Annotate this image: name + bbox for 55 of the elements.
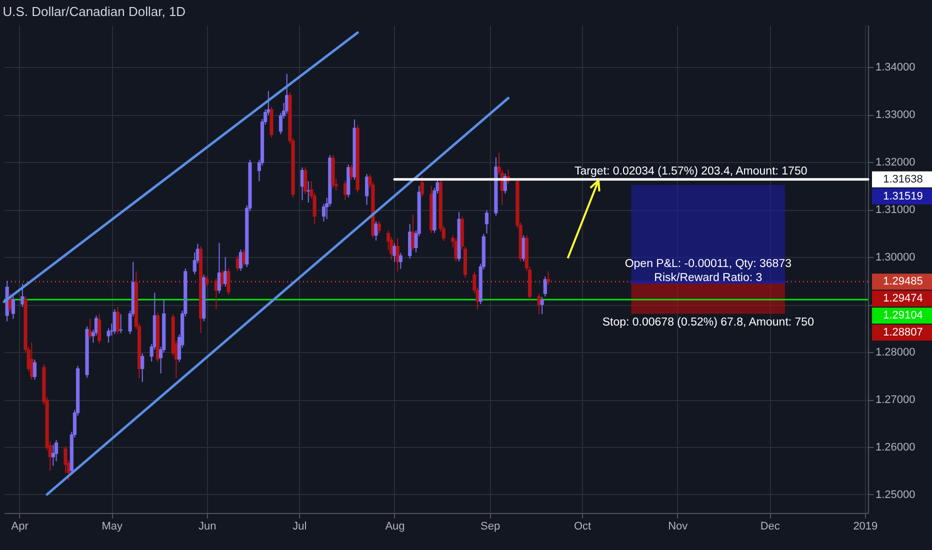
- annotation: Risk/Reward Ratio: 3: [654, 272, 762, 284]
- candlestick: [543, 276, 547, 298]
- x-tick-label: Nov: [668, 520, 688, 532]
- chart-title: U.S. Dollar/Canadian Dollar, 1D: [2, 4, 186, 19]
- y-tick-label: 1.31000: [876, 204, 916, 216]
- candlestick: [420, 176, 424, 198]
- candlestick: [304, 166, 308, 194]
- annotation: Open P&L: -0.00011, Qty: 36873: [624, 258, 792, 270]
- annotation: Target: 0.02034 (1.57%) 203.4, Amount: 1750: [574, 165, 808, 178]
- candlestick: [540, 296, 544, 315]
- candlestick: [32, 359, 37, 380]
- candlestick: [119, 314, 123, 334]
- text: 1.31519: [883, 190, 923, 202]
- candlestick: [51, 444, 55, 467]
- y-tick-label: 1.34000: [876, 62, 916, 74]
- candlestick: [88, 318, 92, 340]
- candlestick: [205, 276, 209, 288]
- y-tick-label: 1.25000: [876, 488, 916, 501]
- y-tick-label: 1.32000: [876, 156, 916, 169]
- candlestick: [226, 268, 230, 296]
- y-tick-label: 1.28000: [876, 346, 916, 359]
- text: 1.31638: [883, 173, 923, 186]
- candlestick: [106, 328, 110, 344]
- x-tick-label: 2019: [853, 520, 878, 532]
- ref-line-label: 1.29104: [883, 310, 923, 322]
- candlestick: [396, 238, 400, 272]
- candlestick: [11, 296, 16, 320]
- candlestick: [116, 306, 120, 335]
- y-tick-label: 1.30000: [876, 252, 916, 264]
- candlestick: [546, 270, 550, 286]
- candlestick: [377, 220, 381, 234]
- candlestick: [484, 210, 489, 234]
- candlestick: [537, 293, 541, 315]
- x-tick-label: Apr: [11, 520, 29, 532]
- text: 1.28807: [883, 326, 923, 339]
- candlestick: [20, 283, 24, 308]
- x-tick-label: Sep: [480, 520, 500, 532]
- y-tick-label: 1.26000: [876, 442, 916, 454]
- ref-line-label: 1.29485: [883, 276, 923, 288]
- y-tick-label: 1.27000: [876, 394, 916, 406]
- candlestick: [98, 314, 102, 344]
- candlestick: [374, 220, 378, 242]
- candlestick: [140, 353, 144, 382]
- x-tick-label: Dec: [760, 520, 780, 532]
- annotation: Stop: 0.00678 (0.52%) 67.8, Amount: 750: [602, 316, 814, 329]
- candlestick: [398, 252, 402, 270]
- x-tick-label: May: [102, 520, 124, 532]
- candlestick: [54, 439, 58, 462]
- x-tick-label: Oct: [574, 520, 592, 532]
- x-tick-label: Jul: [292, 520, 307, 532]
- y-tick-label: 1.33000: [876, 109, 916, 122]
- text: 1.29474: [883, 292, 923, 305]
- x-tick-label: Aug: [385, 520, 405, 532]
- x-tick-label: Jun: [198, 520, 216, 532]
- candlestick: [365, 174, 369, 206]
